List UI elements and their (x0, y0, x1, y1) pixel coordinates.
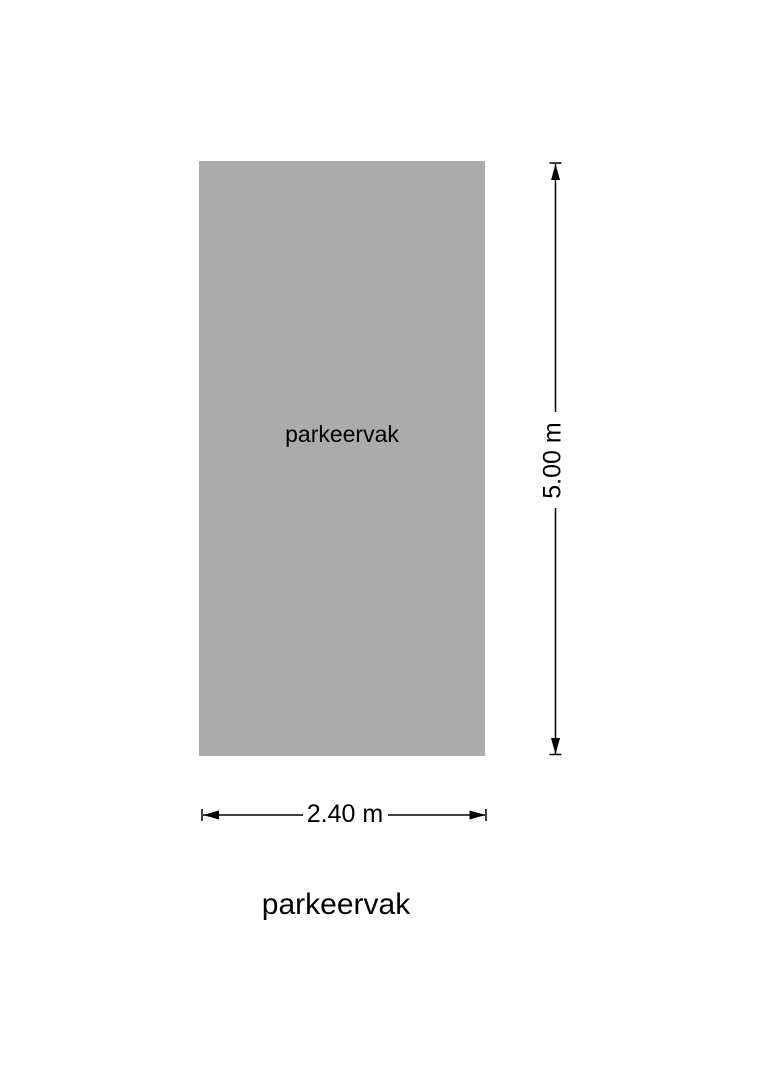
arrow-down-icon (551, 738, 560, 754)
height-dimension-label: 5.00 m (538, 422, 567, 499)
arrow-right-icon (469, 810, 486, 820)
diagram-title: parkeervak (261, 888, 411, 921)
height-dimension-line (549, 162, 562, 756)
width-dimension-label: 2.40 m (306, 800, 384, 828)
width-dimension-line (201, 809, 487, 821)
parking-space-rect (199, 161, 485, 756)
parking-space-label: parkeervak (285, 421, 399, 447)
